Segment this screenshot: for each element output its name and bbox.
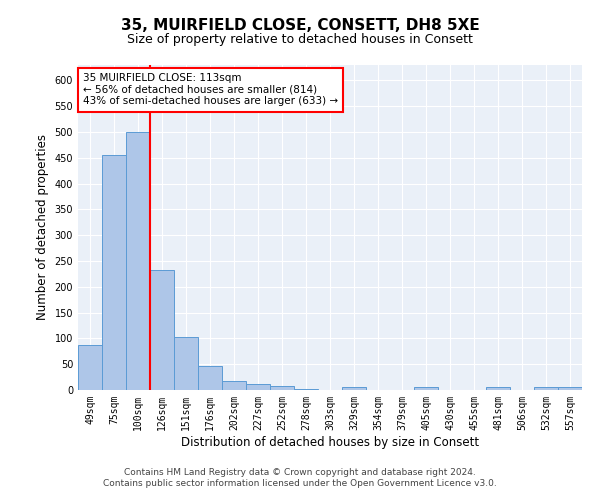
Bar (534, 388, 558, 390)
Bar (198, 366, 222, 390)
Bar (558, 388, 582, 390)
Bar (270, 386, 294, 390)
Bar (246, 384, 270, 390)
Text: Size of property relative to detached houses in Consett: Size of property relative to detached ho… (127, 32, 473, 46)
Bar (78, 344, 102, 390)
Text: Contains HM Land Registry data © Crown copyright and database right 2024.
Contai: Contains HM Land Registry data © Crown c… (103, 468, 497, 487)
Text: 35 MUIRFIELD CLOSE: 113sqm
← 56% of detached houses are smaller (814)
43% of sem: 35 MUIRFIELD CLOSE: 113sqm ← 56% of deta… (83, 73, 338, 106)
Bar (342, 388, 366, 390)
Text: 35, MUIRFIELD CLOSE, CONSETT, DH8 5XE: 35, MUIRFIELD CLOSE, CONSETT, DH8 5XE (121, 18, 479, 32)
X-axis label: Distribution of detached houses by size in Consett: Distribution of detached houses by size … (181, 436, 479, 448)
Bar (174, 337, 198, 390)
Bar (126, 132, 150, 390)
Bar (486, 388, 510, 390)
Bar (150, 270, 174, 390)
Bar (414, 388, 438, 390)
Y-axis label: Number of detached properties: Number of detached properties (36, 134, 49, 320)
Bar (222, 380, 246, 390)
Bar (102, 156, 126, 390)
